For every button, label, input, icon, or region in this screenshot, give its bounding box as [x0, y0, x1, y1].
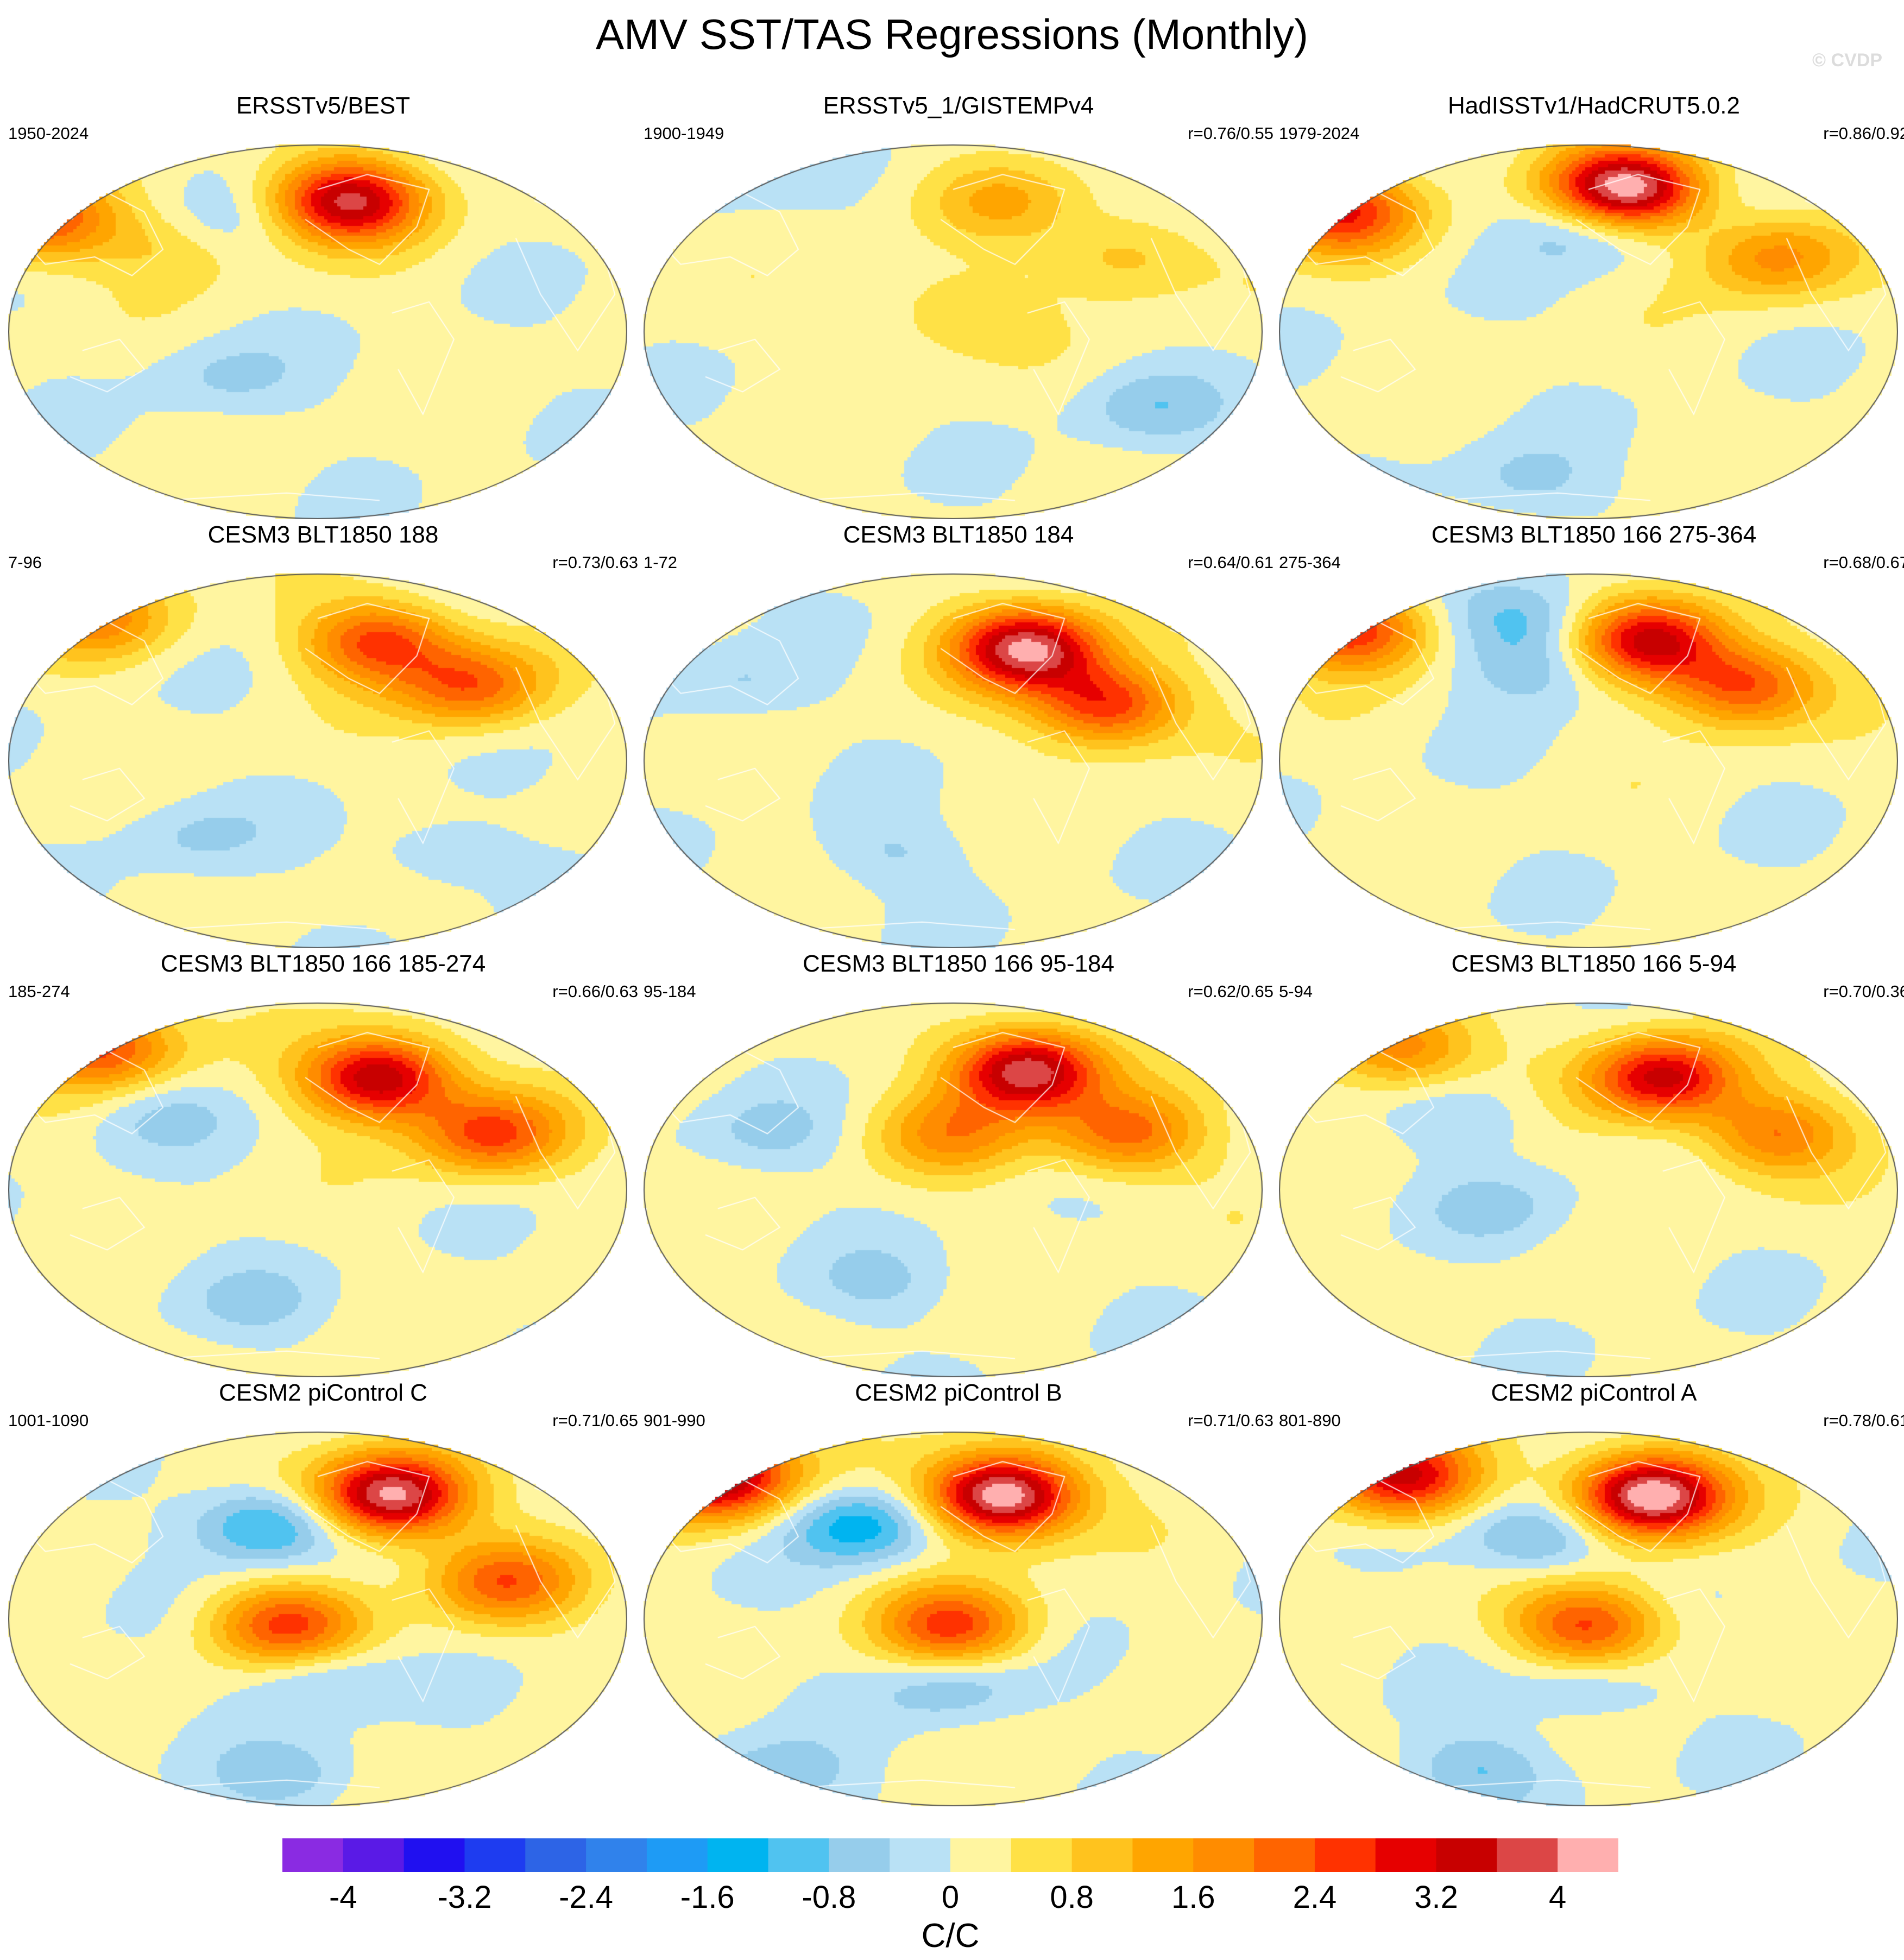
panel-years: 275-364: [1279, 553, 1341, 572]
panel-title: CESM3 BLT1850 184: [843, 521, 1074, 548]
colorbar-box: [282, 1838, 344, 1872]
map-panel: CESM3 BLT1850 166 185-274 185-274 r=0.66/0…: [8, 950, 638, 1385]
colorbar-box: [586, 1838, 647, 1872]
panel-years: 5-94: [1279, 982, 1313, 1001]
panel-years: 1001-1090: [8, 1411, 89, 1430]
panel-title: CESM3 BLT1850 188: [207, 521, 439, 548]
map-panel: CESM3 BLT1850 188 7-96 r=0.73/0.63: [8, 521, 638, 956]
colorbar-tick-label: -0.8: [802, 1880, 856, 1915]
regression-map: [644, 144, 1263, 519]
panel-title: CESM3 BLT1850 166 95-184: [803, 950, 1114, 977]
colorbar-box: [464, 1838, 526, 1872]
colorbar-box: [1254, 1838, 1315, 1872]
panel-title: CESM3 BLT1850 166 275-364: [1431, 521, 1757, 548]
panel-years: 901-990: [644, 1411, 705, 1430]
panel-title: ERSSTv5_1/GISTEMPv4: [823, 92, 1094, 119]
map-panel: ERSSTv5_1/GISTEMPv4 1900-1949 r=0.76/0.55: [644, 92, 1273, 527]
colorbar-box: [1071, 1838, 1133, 1872]
panel-title: HadISSTv1/HadCRUT5.0.2: [1448, 92, 1740, 119]
panel-years: 1900-1949: [644, 124, 724, 143]
panel-correlation: r=0.66/0.63: [552, 982, 638, 1001]
panel-correlation: r=0.68/0.67: [1823, 553, 1904, 572]
regression-map: [8, 144, 627, 519]
panel-title: CESM2 piControl A: [1491, 1379, 1697, 1406]
colorbar-tick-label: 1.6: [1171, 1880, 1215, 1915]
panel-title: CESM3 BLT1850 166 185-274: [160, 950, 486, 977]
regression-map: [8, 1432, 627, 1806]
panel-years: 1979-2024: [1279, 124, 1360, 143]
colorbar-box: [1314, 1838, 1376, 1872]
colorbar-tick-label: 3.2: [1414, 1880, 1458, 1915]
regression-map: [8, 1003, 627, 1377]
map-panel: CESM3 BLT1850 166 275-364 275-364 r=0.68/0…: [1279, 521, 1904, 956]
colorbar-tick-label: -2.4: [559, 1880, 613, 1915]
colorbar-tick-label: -4: [329, 1880, 357, 1915]
map-panel: CESM3 BLT1850 166 95-184 95-184 r=0.62/0.6…: [644, 950, 1273, 1385]
regression-map: [1279, 144, 1898, 519]
map-panel: CESM3 BLT1850 184 1-72 r=0.64/0.61: [644, 521, 1273, 956]
colorbar-units-label: C/C: [922, 1917, 980, 1955]
panel-correlation: r=0.71/0.63: [1188, 1411, 1273, 1430]
regression-map: [8, 573, 627, 948]
colorbar-box: [1558, 1838, 1618, 1872]
regression-map: [644, 1003, 1263, 1377]
colorbar-box: [343, 1838, 405, 1872]
map-panel: CESM2 piControl B 901-990 r=0.71/0.63: [644, 1379, 1273, 1814]
panel-title: CESM2 piControl C: [219, 1379, 427, 1406]
watermark: © CVDP: [1812, 50, 1882, 71]
panel-years: 801-890: [1279, 1411, 1341, 1430]
panel-correlation: r=0.78/0.61: [1823, 1411, 1904, 1430]
figure-title: AMV SST/TAS Regressions (Monthly): [596, 10, 1308, 58]
colorbar-tick-label: -1.6: [680, 1880, 735, 1915]
colorbar-box: [404, 1838, 465, 1872]
panel-correlation: r=0.71/0.65: [552, 1411, 638, 1430]
colorbar-box: [525, 1838, 587, 1872]
map-panel: CESM2 piControl A 801-890 r=0.78/0.61: [1279, 1379, 1904, 1814]
regression-map: [644, 1432, 1263, 1806]
colorbar-box: [1436, 1838, 1497, 1872]
colorbar-box: [707, 1838, 769, 1872]
panel-correlation: r=0.62/0.65: [1188, 982, 1273, 1001]
panel-years: 7-96: [8, 553, 42, 572]
panel-years: 1950-2024: [8, 124, 89, 143]
map-panel: CESM3 BLT1850 166 5-94 5-94 r=0.70/0.36: [1279, 950, 1904, 1385]
panel-title: CESM2 piControl B: [855, 1379, 1062, 1406]
panel-correlation: r=0.86/0.92: [1823, 124, 1904, 143]
panel-title: CESM3 BLT1850 166 5-94: [1451, 950, 1737, 977]
panel-correlation: r=0.64/0.61: [1188, 553, 1273, 572]
panel-correlation: r=0.76/0.55: [1188, 124, 1273, 143]
colorbar-box: [768, 1838, 829, 1872]
colorbar-box: [1011, 1838, 1073, 1872]
colorbar-tick-label: 0: [942, 1880, 959, 1915]
map-panel: ERSSTv5/BEST 1950-2024: [8, 92, 638, 527]
colorbar-box: [1193, 1838, 1254, 1872]
colorbar-box: [646, 1838, 708, 1872]
panel-correlation: r=0.73/0.63: [552, 553, 638, 572]
colorbar-box: [829, 1838, 890, 1872]
colorbar-box: [890, 1838, 951, 1872]
map-panel: HadISSTv1/HadCRUT5.0.2 1979-2024 r=0.86/0.…: [1279, 92, 1904, 527]
regression-map: [1279, 1432, 1898, 1806]
panel-years: 1-72: [644, 553, 678, 572]
panel-correlation: r=0.70/0.36: [1823, 982, 1904, 1001]
colorbar-box: [950, 1838, 1012, 1872]
regression-map: [1279, 573, 1898, 948]
panel-years: 185-274: [8, 982, 70, 1001]
colorbar-box: [1497, 1838, 1558, 1872]
regression-map: [1279, 1003, 1898, 1377]
regression-map: [644, 573, 1263, 948]
colorbar-tick-label: 0.8: [1050, 1880, 1094, 1915]
colorbar-box: [1375, 1838, 1437, 1872]
colorbar-box: [1132, 1838, 1194, 1872]
colorbar-tick-label: 2.4: [1293, 1880, 1337, 1915]
colorbar-tick-label: 4: [1549, 1880, 1566, 1915]
panel-years: 95-184: [644, 982, 696, 1001]
map-panel: CESM2 piControl C 1001-1090 r=0.71/0.65: [8, 1379, 638, 1814]
colorbar: -4 -3.2 -2.4 -1.6 -0.8 0 0.8 1.6 2.4 3.2 4 C/C: [282, 1838, 1618, 1955]
panel-title: ERSSTv5/BEST: [236, 92, 411, 119]
colorbar-tick-label: -3.2: [437, 1880, 491, 1915]
